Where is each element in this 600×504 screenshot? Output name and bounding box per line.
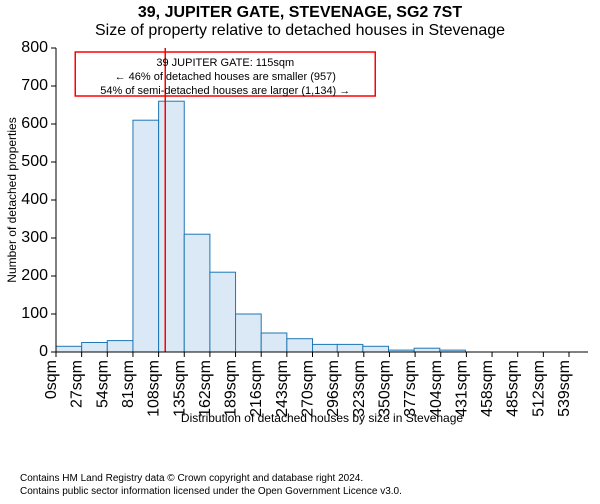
x-tick-label: 243sqm: [274, 360, 291, 417]
histogram-bar: [184, 234, 210, 352]
x-tick-label: 323sqm: [351, 360, 368, 417]
x-tick-label: 404sqm: [428, 360, 445, 417]
histogram-bar: [287, 339, 313, 352]
histogram-bar: [82, 343, 108, 353]
x-tick-label: 350sqm: [376, 360, 393, 417]
annotation-line: ← 46% of detached houses are smaller (95…: [115, 71, 336, 83]
y-tick-label: 400: [21, 191, 48, 208]
x-tick-label: 270sqm: [300, 360, 317, 417]
footer-line-1: Contains HM Land Registry data © Crown c…: [20, 472, 402, 485]
x-tick-label: 54sqm: [94, 360, 111, 408]
x-tick-label: 539sqm: [556, 360, 573, 417]
y-tick-label: 0: [39, 343, 48, 360]
x-tick-label: 81sqm: [120, 360, 137, 408]
x-tick-label: 512sqm: [530, 360, 547, 417]
histogram-bar: [56, 346, 82, 352]
histogram-bar: [414, 348, 440, 352]
histogram-bar: [210, 272, 236, 352]
x-tick-label: 0sqm: [43, 360, 60, 399]
x-tick-label: 431sqm: [453, 360, 470, 417]
histogram-bar: [159, 101, 185, 352]
x-tick-label: 27sqm: [69, 360, 86, 408]
annotation-line: 54% of semi-detached houses are larger (…: [100, 85, 350, 97]
y-tick-label: 300: [21, 229, 48, 246]
footer-attribution: Contains HM Land Registry data © Crown c…: [20, 472, 402, 498]
histogram-bar: [107, 341, 133, 352]
chart-container: 0 100 200 300 400 500 600 700 800 0sqm 27sqm 54sqm 8…: [0, 38, 600, 448]
x-tick-label: 135sqm: [171, 360, 188, 417]
x-tick-label: 216sqm: [248, 360, 265, 417]
x-tick-label: 296sqm: [325, 360, 342, 417]
y-tick-label: 500: [21, 153, 48, 170]
histogram-bar: [133, 120, 159, 352]
histogram-chart: 0 100 200 300 400 500 600 700 800 0sqm 27sqm 54sqm 8…: [0, 38, 600, 448]
x-tick-label: 485sqm: [505, 360, 522, 417]
y-tick-label: 800: [21, 39, 48, 56]
histogram-bar: [337, 344, 363, 352]
y-tick-label: 100: [21, 305, 48, 322]
annotation-line: 39 JUPITER GATE: 115sqm: [156, 57, 294, 69]
y-axis-label: Number of detached properties: [5, 117, 19, 282]
chart-title-address: 39, JUPITER GATE, STEVENAGE, SG2 7ST: [0, 4, 600, 22]
x-tick-label: 458sqm: [479, 360, 496, 417]
histogram-bar: [363, 346, 389, 352]
y-tick-label: 200: [21, 267, 48, 284]
x-tick-label: 189sqm: [223, 360, 240, 417]
y-tick-label: 600: [21, 115, 48, 132]
footer-line-2: Contains public sector information licen…: [20, 485, 402, 498]
histogram-bar: [236, 314, 262, 352]
histogram-bar: [261, 333, 287, 352]
histogram-bar: [313, 344, 339, 352]
x-tick-label: 108sqm: [146, 360, 163, 417]
x-tick-label: 377sqm: [402, 360, 419, 417]
x-axis-label: Distribution of detached houses by size …: [181, 411, 464, 425]
y-tick-label: 700: [21, 77, 48, 94]
x-tick-label: 162sqm: [197, 360, 214, 417]
